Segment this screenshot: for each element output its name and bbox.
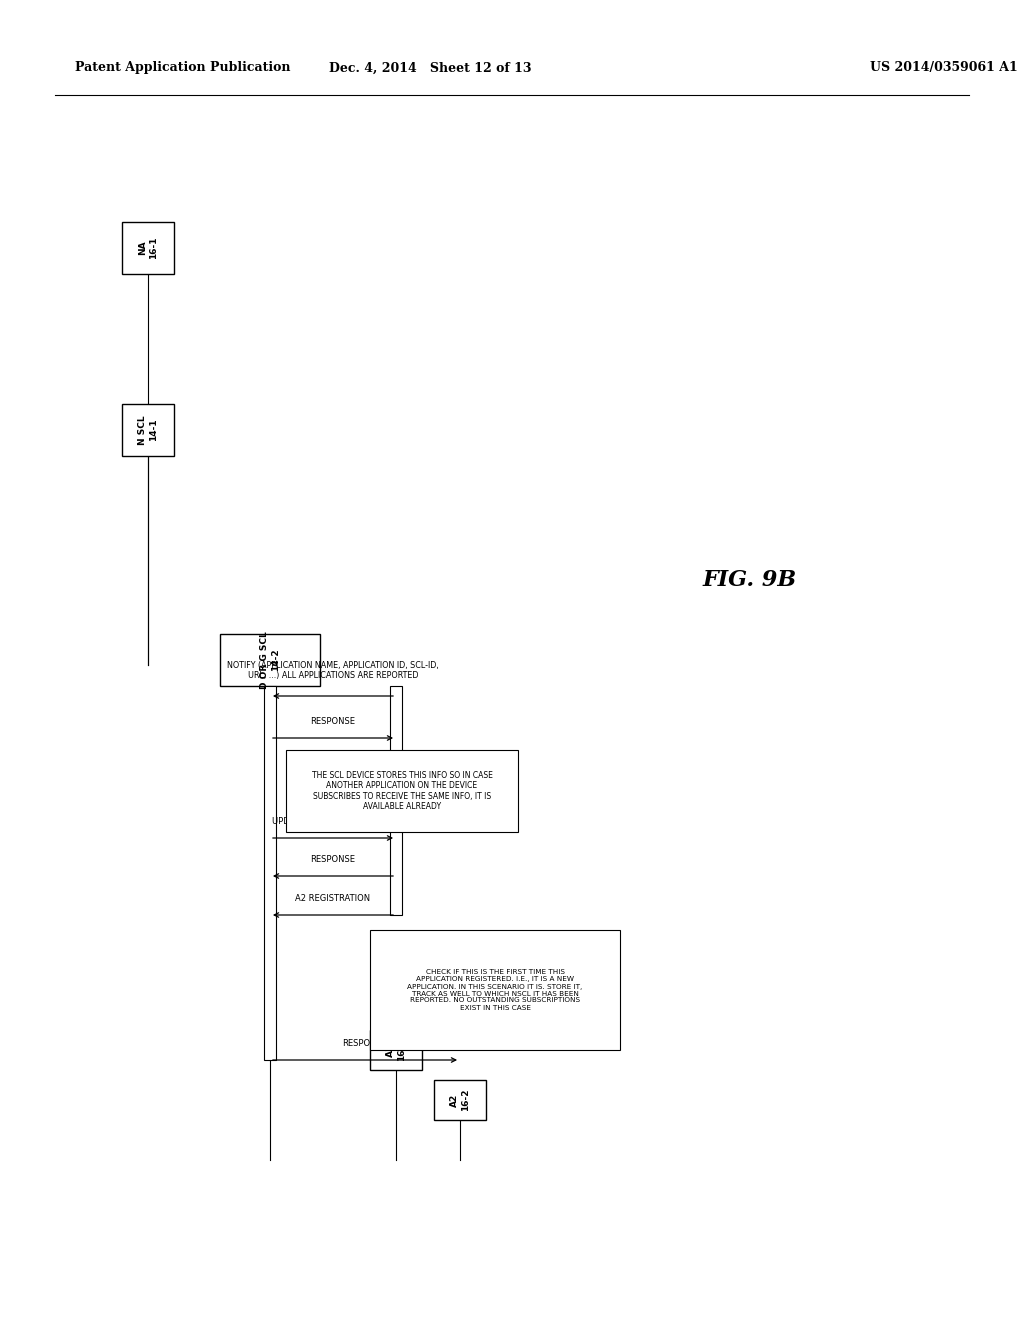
Text: N SCL
14-1: N SCL 14-1 xyxy=(138,416,158,445)
Text: US 2014/0359061 A1: US 2014/0359061 A1 xyxy=(870,62,1018,74)
Text: RESPONSE: RESPONSE xyxy=(342,1039,387,1048)
Text: UPDATE THE ACCESS RIGHTS: UPDATE THE ACCESS RIGHTS xyxy=(272,817,394,826)
Text: RESPONSE: RESPONSE xyxy=(310,717,355,726)
Text: NA
16-1: NA 16-1 xyxy=(138,236,158,259)
Bar xyxy=(264,686,276,1060)
Text: D OR G SCL
14-2: D OR G SCL 14-2 xyxy=(260,631,280,689)
Text: CHECK IF THIS IS THE FIRST TIME THIS
APPLICATION REGISTERED. I.E., IT IS A NEW
A: CHECK IF THIS IS THE FIRST TIME THIS APP… xyxy=(408,969,583,1011)
Text: RESPONSE: RESPONSE xyxy=(310,855,355,865)
Bar xyxy=(220,634,319,686)
Bar xyxy=(286,750,518,832)
Bar xyxy=(370,1030,422,1071)
Text: A2 REGISTRATION: A2 REGISTRATION xyxy=(296,894,371,903)
Text: A2
16-2: A2 16-2 xyxy=(451,1089,470,1111)
Text: FIG. 9B: FIG. 9B xyxy=(702,569,797,591)
Text: Patent Application Publication: Patent Application Publication xyxy=(75,62,291,74)
Bar xyxy=(122,222,174,275)
Text: THE SCL DEVICE STORES THIS INFO SO IN CASE
ANOTHER APPLICATION ON THE DEVICE
SUB: THE SCL DEVICE STORES THIS INFO SO IN CA… xyxy=(311,771,493,810)
Bar xyxy=(390,686,402,915)
Text: Dec. 4, 2014   Sheet 12 of 13: Dec. 4, 2014 Sheet 12 of 13 xyxy=(329,62,531,74)
Bar xyxy=(370,931,620,1049)
Bar xyxy=(122,404,174,455)
Text: A3
16-3: A3 16-3 xyxy=(386,1039,406,1061)
Bar xyxy=(434,1080,486,1119)
Text: NOTIFY (APPLICATION NAME, APPLICATION ID, SCL-ID,
URL, ...) ALL APPLICATIONS ARE: NOTIFY (APPLICATION NAME, APPLICATION ID… xyxy=(227,660,439,680)
